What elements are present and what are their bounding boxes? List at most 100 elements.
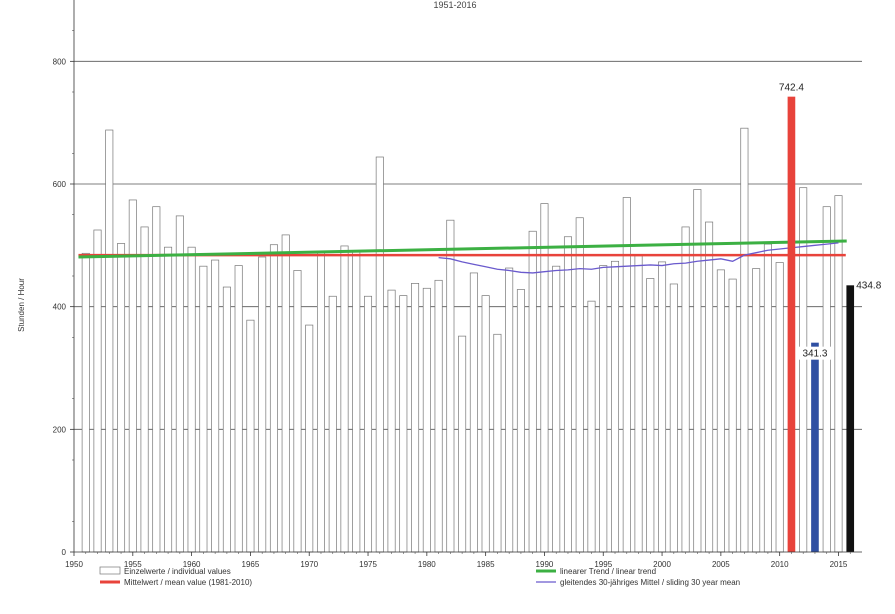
x-tick-label: 2000 bbox=[653, 560, 671, 569]
bar bbox=[669, 283, 678, 553]
data-label-bg bbox=[797, 346, 832, 360]
x-tick-label: 1980 bbox=[418, 560, 436, 569]
bar bbox=[352, 251, 361, 553]
bar bbox=[269, 244, 278, 553]
bar bbox=[387, 289, 396, 553]
bar bbox=[705, 221, 714, 553]
bar bbox=[458, 335, 467, 553]
x-tick-label: 1990 bbox=[536, 560, 554, 569]
legend-label: linearer Trend / linear trend bbox=[560, 567, 656, 576]
highlight-bar bbox=[846, 285, 855, 552]
x-tick-label: 1975 bbox=[359, 560, 377, 569]
bar bbox=[646, 278, 655, 553]
bar bbox=[211, 259, 220, 553]
highlight-bar bbox=[811, 342, 819, 552]
x-tick-label: 1965 bbox=[242, 560, 260, 569]
bar bbox=[552, 265, 561, 553]
bar bbox=[469, 272, 478, 553]
axes: 0 200 400 600 800 1950 1955 1960 1965 1970 1975 198… bbox=[53, 0, 862, 569]
bar bbox=[740, 127, 749, 553]
legend-label: gleitendes 30-jähriges Mittel / sliding … bbox=[560, 578, 740, 587]
bar bbox=[822, 206, 831, 553]
bar-group bbox=[81, 127, 843, 553]
y-tick-label: 0 bbox=[62, 548, 67, 557]
bar bbox=[105, 129, 114, 553]
bar bbox=[481, 295, 490, 553]
x-tick-label: 1955 bbox=[124, 560, 142, 569]
bar bbox=[563, 236, 572, 553]
bar bbox=[775, 262, 784, 553]
bar bbox=[117, 243, 126, 553]
bar bbox=[234, 265, 243, 553]
y-tick-label: 400 bbox=[53, 303, 67, 312]
bar bbox=[93, 229, 102, 553]
bar bbox=[716, 269, 725, 553]
x-tick-label: 2010 bbox=[771, 560, 789, 569]
y-axis-label: Stunden / Hour bbox=[17, 278, 26, 332]
bar bbox=[152, 206, 161, 553]
legend-label: Mittelwert / mean value (1981-2010) bbox=[124, 578, 252, 587]
y-tick-label: 200 bbox=[53, 425, 67, 434]
bar bbox=[340, 245, 349, 553]
legend: Einzelwerte / individual values Mittelwer… bbox=[99, 566, 740, 587]
bar bbox=[575, 217, 584, 553]
bar bbox=[246, 319, 255, 553]
highlight-bar bbox=[787, 96, 796, 553]
bar bbox=[446, 219, 455, 553]
chart-subtitle: 1951-2016 bbox=[433, 0, 476, 10]
bar bbox=[434, 279, 443, 553]
bar bbox=[293, 270, 302, 553]
x-tick-label: 2005 bbox=[712, 560, 730, 569]
x-tick-label: 2015 bbox=[830, 560, 848, 569]
bar bbox=[834, 195, 843, 553]
x-tick-label: 1970 bbox=[300, 560, 318, 569]
bar bbox=[516, 289, 525, 553]
bar bbox=[422, 287, 431, 553]
data-label: 341.3 bbox=[802, 349, 827, 360]
bar bbox=[364, 295, 373, 553]
x-tick-label: 1960 bbox=[183, 560, 201, 569]
y-tick-label: 800 bbox=[53, 57, 67, 66]
x-tick-label: 1950 bbox=[65, 560, 83, 569]
bar bbox=[199, 265, 208, 553]
y-tick-label: 600 bbox=[53, 180, 67, 189]
bar bbox=[81, 252, 90, 553]
bar bbox=[763, 243, 772, 553]
bar bbox=[175, 215, 184, 553]
sliding-mean-line bbox=[438, 242, 839, 274]
x-tick-label: 1985 bbox=[477, 560, 495, 569]
bar bbox=[375, 156, 384, 553]
bar bbox=[611, 260, 620, 553]
bar bbox=[164, 246, 173, 553]
bar bbox=[281, 234, 290, 553]
bar bbox=[305, 324, 314, 553]
bar bbox=[599, 265, 608, 553]
bar bbox=[411, 283, 420, 553]
bar bbox=[528, 230, 537, 553]
bar bbox=[187, 246, 196, 553]
bar bbox=[128, 199, 137, 553]
x-tick-label: 1995 bbox=[594, 560, 612, 569]
bar bbox=[658, 261, 667, 553]
bar bbox=[587, 300, 596, 553]
data-label: 742.4 bbox=[779, 83, 804, 94]
bar bbox=[681, 226, 690, 553]
bar bbox=[258, 256, 267, 553]
bar bbox=[728, 278, 737, 553]
bar bbox=[316, 251, 325, 553]
line-group bbox=[78, 239, 847, 274]
data-label: 434.8 bbox=[856, 280, 881, 291]
bar bbox=[140, 226, 149, 553]
highlight-group: 742.4 341.3 434.8 bbox=[779, 83, 882, 553]
bar bbox=[622, 197, 631, 553]
bar bbox=[505, 267, 514, 553]
trend-line bbox=[78, 239, 847, 259]
bar bbox=[399, 295, 408, 553]
bar bbox=[752, 268, 761, 553]
bar bbox=[222, 286, 231, 553]
legend-swatch bbox=[99, 566, 121, 575]
legend-label: Einzelwerte / individual values bbox=[124, 567, 231, 576]
bar bbox=[493, 333, 502, 553]
bar bbox=[634, 255, 643, 553]
